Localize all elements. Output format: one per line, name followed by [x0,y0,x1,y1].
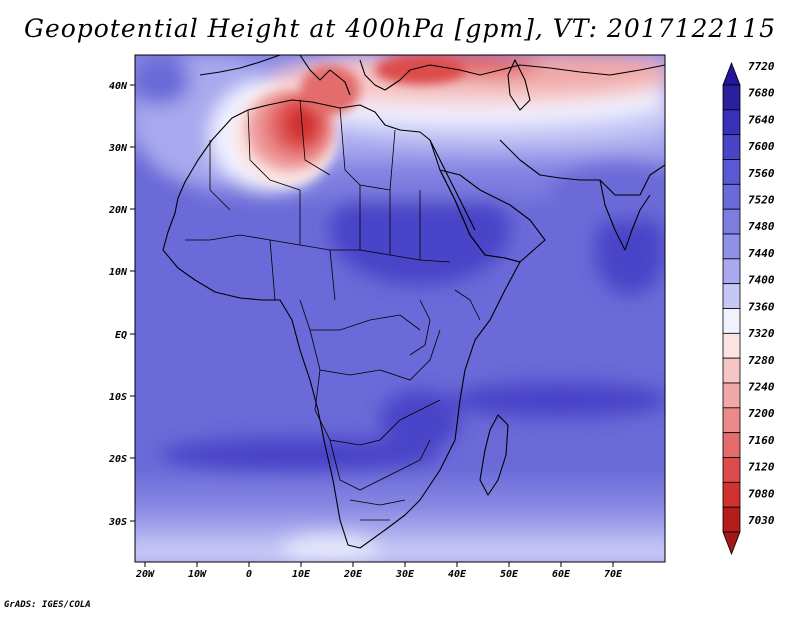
colorbar-swatch [722,457,741,483]
colorbar-swatch [722,258,741,285]
lat-tick-label: 10N [109,267,128,278]
colorbar-label: 7720 [748,60,775,73]
colorbar-swatch [722,481,741,508]
latitude-labels: 40N 30N 20N 10N EQ 10S 20S 30S [108,81,128,528]
colorbar-swatches [722,61,741,556]
colorbar-swatch [722,407,741,434]
lat-tick-label: 40N [109,81,128,92]
lon-tick-label: 60E [552,569,571,580]
colorbar-label: 7440 [748,247,775,260]
colorbar-swatch [722,233,741,260]
lat-tick-label: 20S [108,454,127,465]
colorbar-bottom-arrow [722,531,741,556]
country-borders [185,99,481,521]
lat-tick-label: 30S [108,517,127,528]
lon-tick-label: 10E [292,569,311,580]
colorbar-label: 7400 [748,274,775,287]
colorbar-label: 7200 [748,407,775,420]
lon-tick-label: 40E [448,569,467,580]
lon-tick-label: 70E [604,569,623,580]
colorbar-swatch [722,134,741,160]
colorbar-top-arrow [722,61,741,86]
longitude-labels: 20W 10W 0 10E 20E 30E 40E 50E 60E 70E [135,569,623,580]
colorbar-swatch [722,208,741,235]
colorbar-swatch [722,308,741,334]
colorbar-label: 7360 [748,300,775,313]
grads-credit: GrADS: IGES/COLA [4,600,91,610]
colorbar-label: 7240 [748,380,775,393]
lat-tick-label: 30N [108,143,128,154]
lat-tick-label: 20N [108,205,128,216]
colorbar-swatch [722,183,741,210]
lon-tick-label: 50E [500,569,519,580]
colorbar-label: 7120 [748,461,775,474]
map-title: Geopotential Height at 400hPa [gpm], VT:… [23,14,777,43]
colorbar-label: 7280 [748,354,775,367]
lon-tick-label: 20W [135,569,155,580]
coastlines [162,55,665,549]
colorbar-swatch [722,283,741,309]
colorbar-swatch [722,332,741,359]
lon-tick-label: 0 [246,569,252,580]
colorbar-label: 7600 [748,140,775,153]
lon-tick-label: 30E [395,569,415,580]
colorbar-swatch [722,84,741,111]
plot-frame [134,54,666,563]
lon-tick-label: 20E [343,569,363,580]
colorbar-swatch [722,109,741,136]
lat-tick-label: 10S [109,392,127,403]
colorbar-label: 7080 [748,487,775,500]
colorbar-swatch [722,432,741,458]
colorbar-swatch [722,357,741,384]
colorbar-swatch [722,159,741,185]
colorbar-swatch [722,506,741,533]
colorbar-labels: 7720 7680 7640 7600 7560 7520 7480 7440 7400 7360… [748,60,775,527]
lat-tick-label: EQ [115,330,127,341]
colorbar-label: 7640 [748,113,775,126]
colorbar-label: 7680 [748,87,775,100]
colorbar-label: 7520 [748,194,775,207]
axis-ticks [130,84,614,567]
lon-tick-label: 10W [188,569,207,580]
height-field [135,55,665,562]
colorbar-swatch [722,382,741,409]
colorbar-label: 7030 [748,514,775,527]
colorbar-label: 7320 [748,327,775,340]
colorbar-label: 7480 [748,220,775,233]
colorbar-label: 7160 [748,434,775,447]
colorbar-label: 7560 [748,167,775,180]
